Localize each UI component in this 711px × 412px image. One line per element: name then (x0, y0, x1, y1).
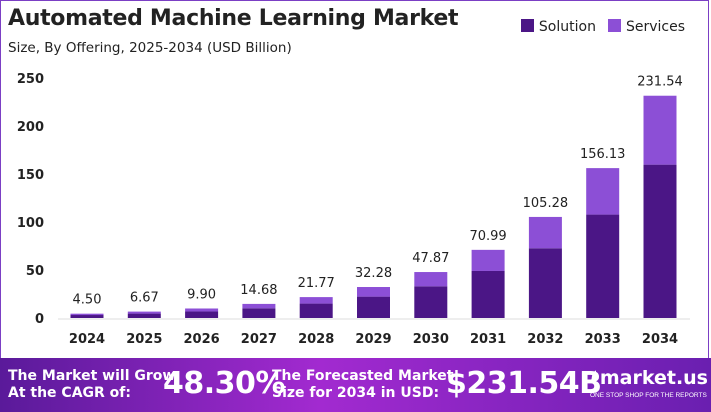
bar-services (127, 311, 161, 314)
forecast-value: $231.54B (446, 366, 602, 401)
forecast-label: The Forecasted Market Size for 2034 in US… (272, 368, 453, 402)
y-tick-label: 150 (17, 168, 44, 183)
bar-services (471, 249, 505, 271)
y-tick-label: 100 (17, 216, 44, 231)
x-tick-label: 2032 (527, 332, 563, 347)
chart-title: Automated Machine Learning Market (8, 6, 459, 31)
chart-frame (0, 0, 709, 358)
y-tick-label: 250 (17, 72, 44, 87)
cagr-value: 48.30% (163, 366, 285, 401)
bar-solution (586, 214, 620, 318)
market-us-logo: market.us ONE STOP SHOP FOR THE REPORTS (590, 366, 708, 400)
x-tick-label: 2024 (69, 332, 105, 347)
bar-services (414, 272, 448, 287)
bar-chart: 0 50 100 150 200 250 4.50 2024 6.67 2025 9.90 2026 1… (17, 72, 690, 347)
logo-icon (591, 370, 596, 383)
data-label: 9.90 (187, 287, 216, 302)
legend-swatch-solution (520, 19, 534, 32)
legend-services: Services (607, 19, 685, 35)
bar-solution (414, 286, 448, 318)
bar-services (70, 313, 104, 316)
x-tick-label: 2034 (642, 332, 678, 347)
x-tick-label: 2030 (413, 332, 449, 347)
footer-banner: The Market will Grow At the CAGR of: 48.3… (0, 358, 711, 412)
x-tick-label: 2028 (298, 332, 334, 347)
bar-solution (127, 313, 161, 318)
bar-solution (643, 164, 677, 318)
y-tick-label: 0 (35, 312, 44, 327)
bar-services (528, 216, 562, 249)
data-label: 32.28 (355, 266, 392, 281)
chart-subtitle: Size, By Offering, 2025-2034 (USD Billio… (8, 40, 292, 56)
bar-solution (471, 270, 505, 318)
data-label: 105.28 (523, 196, 569, 211)
data-label: 156.13 (580, 147, 626, 162)
x-tick-label: 2033 (585, 332, 621, 347)
y-tick-label: 200 (17, 120, 44, 135)
bar-solution (185, 311, 219, 318)
cagr-label-line-1: The Market will Grow (8, 368, 176, 384)
y-tick-label: 50 (26, 264, 44, 279)
data-label: 14.68 (240, 283, 277, 298)
legend-label-services: Services (625, 19, 685, 35)
x-tick-label: 2026 (184, 332, 220, 347)
data-label: 47.87 (412, 251, 449, 266)
bar-solution (528, 248, 562, 318)
bar-services (299, 297, 333, 304)
legend: Solution Services (520, 19, 685, 35)
bar-services (185, 308, 219, 312)
data-label: 6.67 (130, 291, 159, 306)
legend-solution: Solution (520, 19, 596, 35)
forecast-label-line-1: The Forecasted Market (272, 368, 454, 384)
bar-solution (299, 303, 333, 318)
logo-name: market.us (599, 367, 708, 389)
data-label: 70.99 (469, 229, 506, 244)
x-tick-label: 2031 (470, 332, 506, 347)
bar-solution (242, 308, 276, 318)
bar-services (643, 95, 677, 165)
bar-services (242, 303, 276, 309)
bar-services (586, 168, 620, 215)
cagr-label: The Market will Grow At the CAGR of: (8, 368, 175, 402)
cagr-label-line-2: At the CAGR of: (8, 385, 131, 401)
legend-label-solution: Solution (538, 19, 596, 35)
data-label: 21.77 (298, 276, 335, 291)
x-tick-label: 2027 (241, 332, 277, 347)
x-tick-label: 2025 (126, 332, 162, 347)
data-label: 4.50 (73, 293, 102, 308)
logo-tagline: ONE STOP SHOP FOR THE REPORTS (590, 392, 707, 399)
x-tick-label: 2029 (355, 332, 391, 347)
bar-solution (70, 315, 104, 318)
forecast-label-line-2: Size for 2034 in USD: (272, 385, 440, 401)
legend-swatch-services (607, 19, 621, 32)
data-label: 231.54 (637, 75, 683, 90)
bar-solution (357, 296, 390, 318)
bar-services (357, 287, 390, 297)
